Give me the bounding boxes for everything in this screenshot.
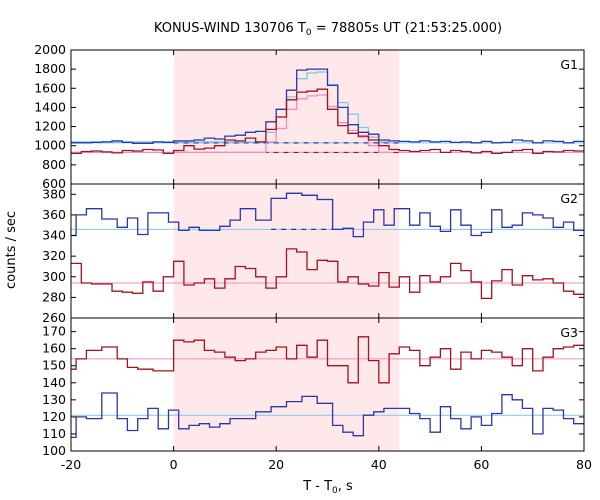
y-tick-label: 320	[42, 248, 66, 263]
x-tick-label: 40	[371, 457, 387, 472]
series-pink-line	[71, 94, 390, 154]
series-dark-blue-line	[71, 68, 584, 144]
y-tick-label: 110	[42, 426, 66, 441]
y-tick-label: 360	[42, 207, 66, 222]
x-tick-label: 60	[473, 457, 489, 472]
series-dark-red-line	[71, 336, 584, 384]
panel-label: G1	[560, 57, 578, 72]
panel-label: G2	[560, 191, 578, 206]
series-dark-blue-line	[71, 392, 584, 439]
x-tick-label: 80	[576, 457, 592, 472]
x-tick-label: -20	[61, 457, 81, 472]
y-tick-label: 800	[42, 157, 66, 172]
y-tick-label: 280	[42, 289, 66, 304]
y-tick-label: 1200	[34, 119, 66, 134]
y-tick-label: 1400	[34, 99, 66, 114]
y-tick-label: 150	[42, 358, 66, 373]
y-tick-label: 600	[42, 176, 66, 191]
y-tick-label: 1600	[34, 80, 66, 95]
plot-area: 600800100012001400160018002000G126028030…	[34, 42, 592, 472]
series-dark-red-line	[71, 248, 584, 300]
y-tick-label: 340	[42, 228, 66, 243]
x-tick-label: 0	[170, 457, 178, 472]
series-dark-blue-line	[71, 192, 584, 238]
panel-g3: 100 110 120 130 140 150 160 170 G3	[42, 317, 585, 458]
panel-label: G3	[560, 325, 578, 340]
y-tick-label: 300	[42, 269, 66, 284]
x-tick-label: 20	[268, 457, 284, 472]
y-tick-label: 2000	[34, 42, 66, 57]
chart-title: KONUS-WIND 130706 T0 = 78805s UT (21:53:…	[154, 21, 502, 38]
panel-g1: 600 800 1000 1200 1400 1600 1800 2000 G1	[34, 42, 585, 191]
y-tick-label: 130	[42, 392, 66, 407]
y-tick-label: 380	[42, 186, 66, 201]
y-axis-label: counts / sec	[4, 211, 19, 289]
y-tick-label: 120	[42, 409, 66, 424]
panel-frame	[70, 317, 585, 452]
y-tick-label: 260	[42, 310, 66, 325]
y-tick-label: 1800	[34, 61, 66, 76]
y-tick-label: 160	[42, 341, 66, 356]
series-dark-red-line	[71, 88, 584, 155]
y-tick-label: 170	[42, 324, 66, 339]
y-tick-label: 100	[42, 443, 66, 458]
x-axis-label: T - T0, s	[302, 479, 353, 496]
y-tick-label: 140	[42, 375, 66, 390]
y-tick-label: 1000	[34, 138, 66, 153]
